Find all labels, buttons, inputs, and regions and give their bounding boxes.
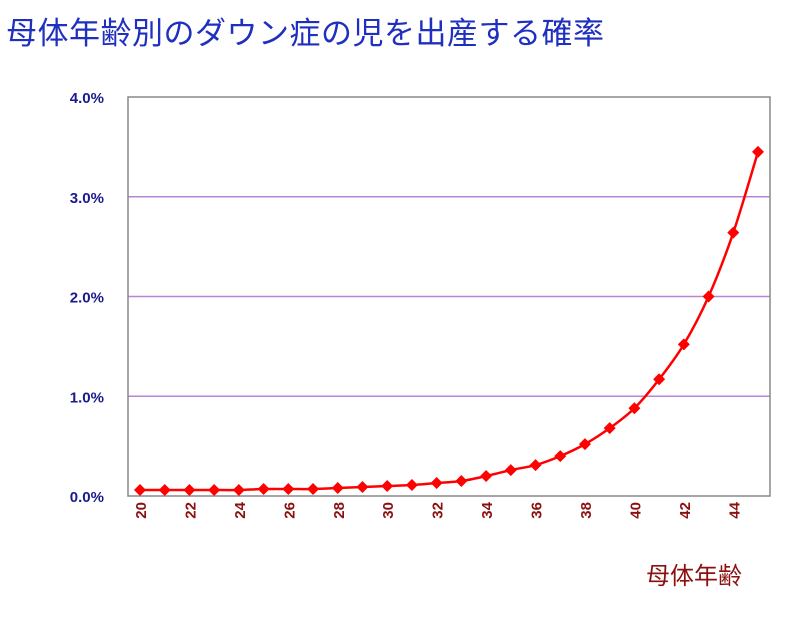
x-tick-label: 42 [677,502,694,519]
y-tick-label: 4.0% [70,90,104,107]
y-tick-label: 0.0% [70,489,104,506]
data-point-marker [727,226,740,239]
data-point-marker [702,290,715,303]
x-tick-label: 26 [281,502,298,519]
data-point-marker [405,479,418,492]
x-tick-label: 38 [578,502,595,519]
data-point-marker [554,450,567,463]
y-tick-label: 1.0% [70,389,104,406]
x-axis-ticks: 20 22 24 26 28 30 32 34 36 38 40 42 44 [133,501,743,518]
gridlines [128,196,770,397]
data-point-marker [455,475,468,488]
data-point-marker [653,373,666,386]
data-point-marker [381,480,394,493]
x-tick-label: 36 [529,502,546,519]
x-tick-label: 34 [479,501,496,518]
x-tick-label: 28 [331,502,348,519]
data-point-marker [356,481,369,494]
data-point-marker [158,484,171,497]
x-tick-label: 40 [627,502,644,519]
data-point-marker [430,477,443,490]
y-tick-label: 3.0% [70,190,104,207]
data-point-marker [134,484,146,497]
data-point-marker [628,402,641,415]
series-markers [134,145,764,497]
plot-frame [127,96,771,497]
data-point-marker [183,484,196,497]
series-line [140,151,760,492]
data-point-marker [752,145,764,158]
x-tick-label: 30 [380,502,397,519]
data-point-marker [578,438,591,451]
x-tick-label: 24 [232,501,249,518]
data-point-marker [282,483,295,496]
y-axis-ticks: 0.0% 1.0% 2.0% 3.0% 4.0% [70,90,104,506]
x-tick-label: 32 [430,502,447,519]
data-point-marker [677,338,690,351]
data-point-marker [504,464,517,477]
x-tick-label: 22 [182,502,199,519]
chart-title: 母体年齢別のダウン症の児を出産する確率 [6,16,605,52]
data-point-marker [529,459,542,472]
data-point-marker [257,483,270,496]
data-point-marker [603,422,616,435]
x-tick-label: 44 [726,501,743,518]
data-point-marker [232,484,245,497]
data-point-marker [208,484,221,497]
data-point-marker [331,482,344,495]
y-tick-label: 2.0% [70,290,104,307]
data-point-marker [307,483,320,496]
data-point-marker [480,470,493,483]
x-axis-label: 母体年齢 [646,562,742,590]
x-tick-label: 20 [133,502,150,519]
